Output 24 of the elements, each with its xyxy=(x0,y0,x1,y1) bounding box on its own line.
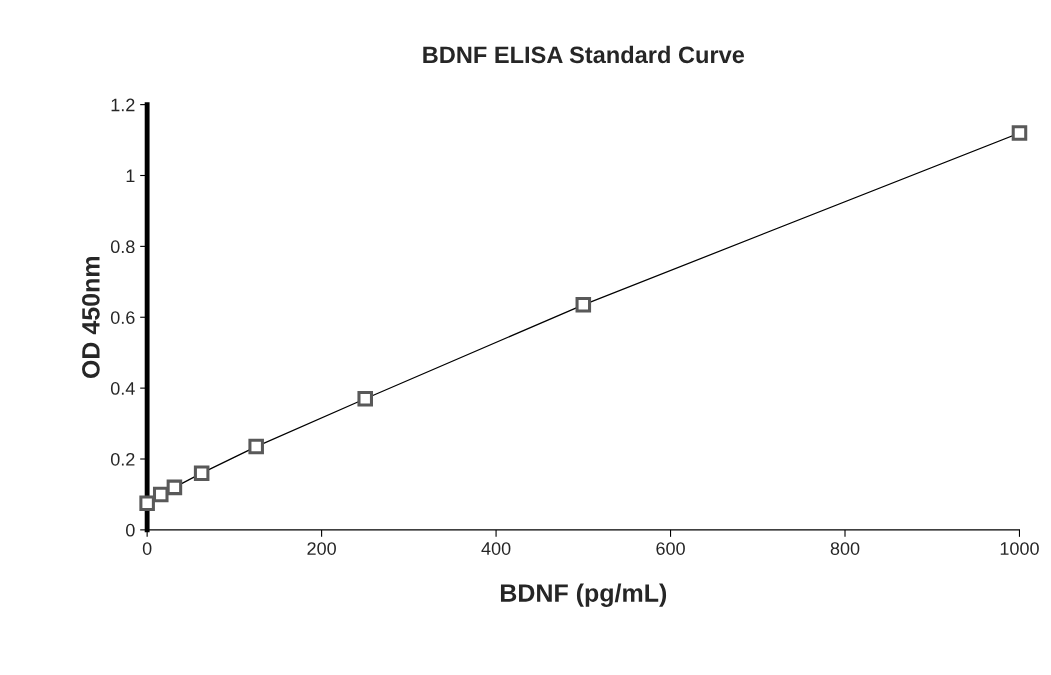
x-tick-label: 400 xyxy=(481,542,511,555)
x-tick-label: 800 xyxy=(830,542,860,555)
point xyxy=(193,465,210,481)
y-tick-label: 0.2 xyxy=(110,452,135,466)
point xyxy=(357,390,373,407)
point xyxy=(166,479,183,496)
point xyxy=(1011,125,1028,141)
x-tick-label: 600 xyxy=(656,542,685,555)
y-axis-title: OD 450nm xyxy=(82,256,100,379)
x-tick-label: 0 xyxy=(142,542,152,555)
y-tick-label: 0 xyxy=(126,523,135,537)
y-tick-label: 1.2 xyxy=(111,98,135,112)
x-tick-label: 200 xyxy=(307,542,336,555)
chart-title: BDNF ELISA Standard Curve xyxy=(423,45,745,64)
x-axis-title: BDNF (pg/mL) xyxy=(500,583,667,607)
y-tick-label: 0.8 xyxy=(110,240,135,254)
y-tick-label: 1 xyxy=(126,169,135,183)
y-tick-label: 0.4 xyxy=(110,382,135,395)
point xyxy=(139,495,155,512)
y-tick-label: 0.6 xyxy=(110,311,135,324)
point xyxy=(152,486,169,503)
point xyxy=(575,297,592,313)
x-tick-label: 1000 xyxy=(1000,542,1039,555)
point xyxy=(248,438,264,455)
